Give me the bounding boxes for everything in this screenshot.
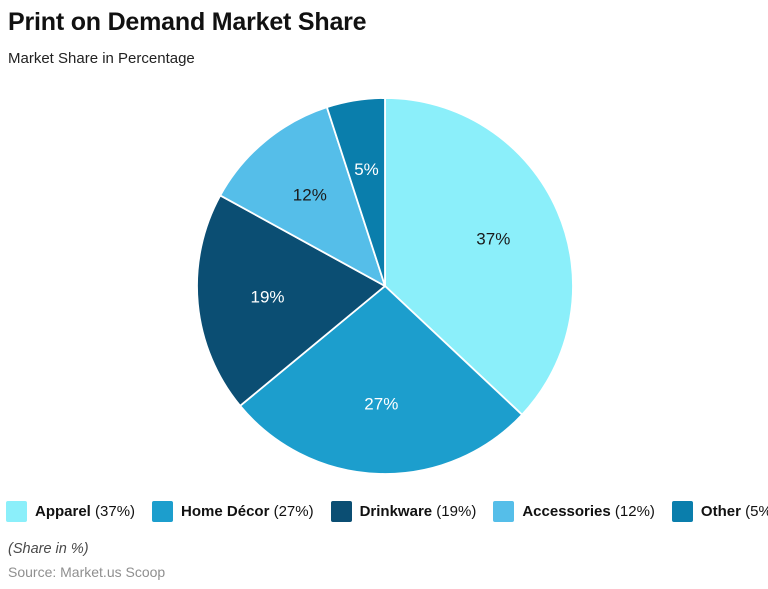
pie-slice-home-decor	[239, 285, 523, 475]
legend-item-apparel: Apparel (37%)	[6, 501, 135, 522]
legend-label-home-decor: Home Décor (27%)	[181, 503, 314, 520]
legend: Apparel (37%) Home Décor (27%) Drinkware (…	[6, 501, 768, 522]
pie-data-label-apparel: 37%	[476, 230, 510, 249]
pie-svg: 37% 27% 19% 12% 5%	[196, 97, 574, 475]
chart-subtitle: Market Share in Percentage	[8, 50, 195, 67]
chart-title: Print on Demand Market Share	[8, 8, 367, 36]
source-credit: Source: Market.us Scoop	[8, 564, 166, 580]
pie-slice-drinkware	[196, 194, 386, 407]
legend-label-other: Other (5%)	[700, 503, 768, 520]
legend-swatch-accessories	[493, 501, 515, 522]
pie-slice-accessories	[219, 106, 386, 287]
legend-label-accessories: Accessories (12%)	[522, 503, 655, 520]
pie-data-label-home-decor: 27%	[364, 394, 398, 413]
legend-item-home-decor: Home Décor (27%)	[152, 501, 314, 522]
legend-label-drinkware: Drinkware (19%)	[359, 503, 477, 520]
pie-data-label-other: 5%	[354, 160, 379, 179]
legend-swatch-home-decor	[152, 501, 174, 522]
pie-data-label-accessories: 12%	[293, 186, 327, 205]
pie-chart: 37% 27% 19% 12% 5%	[192, 93, 578, 479]
legend-label-apparel: Apparel (37%)	[35, 503, 136, 520]
pie-data-label-drinkware: 19%	[250, 288, 284, 307]
pie-slice-apparel	[384, 97, 574, 416]
footnote: (Share in %)	[8, 541, 89, 557]
legend-item-drinkware: Drinkware (19%)	[330, 501, 477, 522]
legend-swatch-other	[671, 501, 693, 522]
pie-slice-other	[326, 97, 386, 287]
legend-item-accessories: Accessories (12%)	[493, 501, 655, 522]
legend-swatch-drinkware	[330, 501, 352, 522]
legend-item-other: Other (5%)	[671, 501, 768, 522]
legend-swatch-apparel	[6, 501, 27, 522]
